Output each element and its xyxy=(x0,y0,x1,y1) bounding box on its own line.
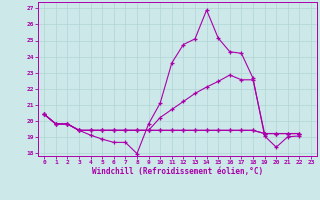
X-axis label: Windchill (Refroidissement éolien,°C): Windchill (Refroidissement éolien,°C) xyxy=(92,167,263,176)
